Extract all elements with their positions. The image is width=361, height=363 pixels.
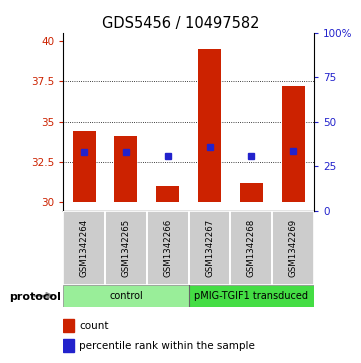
Bar [63,339,74,352]
Text: GSM1342266: GSM1342266 [163,219,172,277]
Bar [230,211,272,285]
Text: GSM1342267: GSM1342267 [205,219,214,277]
Text: pMIG-TGIF1 transduced: pMIG-TGIF1 transduced [194,291,308,301]
Text: GSM1342269: GSM1342269 [289,219,298,277]
Bar [156,186,179,203]
Bar [282,86,305,203]
Text: GSM1342265: GSM1342265 [121,219,130,277]
Bar [63,319,74,332]
Bar [114,136,138,203]
Text: GSM1342264: GSM1342264 [79,219,88,277]
Bar [73,131,96,203]
Text: GSM1342268: GSM1342268 [247,219,256,277]
Bar [188,211,230,285]
Text: percentile rank within the sample: percentile rank within the sample [79,341,255,351]
Bar [272,211,314,285]
Bar [188,285,314,307]
Bar [63,285,188,307]
Bar [147,211,188,285]
Text: count: count [79,321,109,331]
Text: control: control [109,291,143,301]
Text: protocol: protocol [9,291,61,302]
Bar [198,49,221,203]
Text: GDS5456 / 10497582: GDS5456 / 10497582 [102,16,259,31]
Bar [105,211,147,285]
Bar [240,183,263,203]
Bar [63,211,105,285]
